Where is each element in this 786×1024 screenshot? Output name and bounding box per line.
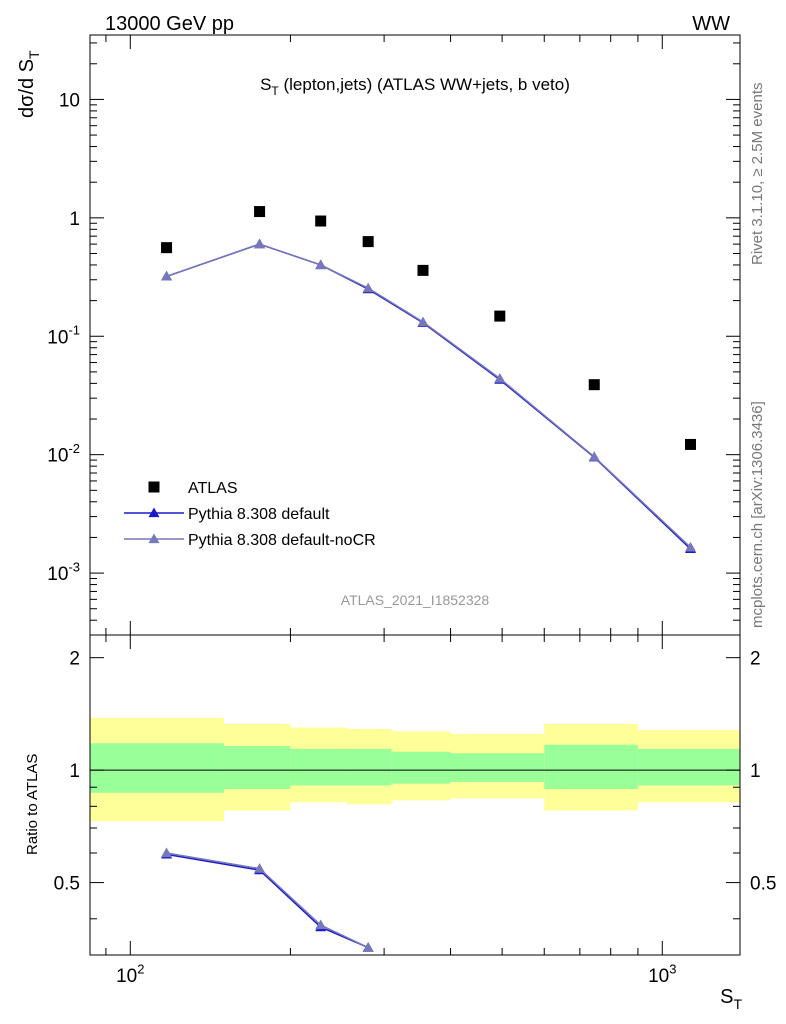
stat-uncertainty-band [544, 744, 638, 790]
ratio-point [161, 847, 173, 858]
stat-uncertainty-band [637, 748, 740, 786]
legend-label: Pythia 8.308 default-noCR [188, 532, 376, 549]
data-point [161, 270, 173, 281]
ratio-point [254, 863, 266, 873]
ratio-y-tick-label-right: 1 [750, 761, 761, 782]
data-point [254, 238, 266, 249]
data-point [161, 242, 173, 254]
x-tick-label: 103 [648, 961, 676, 987]
data-point [588, 451, 600, 461]
y-tick-label: 10-2 [47, 441, 80, 467]
y-tick-label: 10 [59, 90, 80, 111]
data-point [417, 264, 429, 276]
y-tick-label: 1 [69, 209, 80, 230]
legend-label: ATLAS [188, 480, 238, 497]
ratio-series-1 [161, 847, 374, 952]
ratio-y-axis-label: Ratio to ATLAS [24, 754, 41, 855]
ratio-y-tick-label: 0.5 [54, 874, 80, 895]
y-axis-label: dσ/d ST [16, 50, 42, 118]
ratio-plot-frame [89, 634, 741, 956]
axis-ticks: 102 103 10 1 10-1 10-2 10-3 0.5 0.5 1 1 2 2 [47, 35, 776, 987]
x-axis-label: ST [720, 986, 742, 1012]
ratio-uncertainty-bands [90, 717, 740, 822]
stat-uncertainty-band [450, 753, 545, 782]
legend-marker [148, 507, 160, 518]
legend-label: Pythia 8.308 default [188, 506, 330, 523]
stat-uncertainty-band [223, 746, 291, 790]
header-process-label: WW [692, 13, 730, 35]
ratio-y-tick-label-right: 0.5 [750, 874, 776, 895]
header-energy-label: 13000 GeV pp [105, 13, 234, 35]
data-point [315, 215, 327, 227]
data-point [684, 438, 696, 450]
data-point [684, 541, 696, 552]
legend-marker [148, 481, 160, 493]
data-point [588, 379, 600, 391]
stat-uncertainty-band [346, 748, 392, 786]
ratio-point [362, 942, 374, 952]
data-point [254, 206, 266, 218]
ratio-point [315, 919, 327, 930]
ratio-series-0 [161, 848, 374, 952]
analysis-label: ATLAS_2021_I1852328 [341, 592, 490, 608]
stat-uncertainty-band [90, 743, 224, 793]
y-tick-label: 10-1 [47, 323, 80, 349]
ratio-y-tick-label: 2 [69, 649, 80, 670]
series-line [166, 243, 692, 550]
chart-title: ST (lepton,jets) (ATLAS WW+jets, b veto) [260, 75, 570, 98]
stat-uncertainty-band [391, 751, 451, 784]
series-2 [161, 238, 696, 552]
data-point [494, 372, 506, 383]
data-point [362, 236, 374, 248]
ratio-y-tick-label-right: 2 [750, 649, 761, 670]
data-point [494, 310, 506, 322]
data-point [417, 316, 429, 327]
x-tick-label: 102 [116, 961, 144, 987]
legend-marker [148, 533, 160, 544]
ratio-y-tick-label: 1 [69, 761, 80, 782]
series-0 [161, 206, 696, 450]
data-point [362, 282, 374, 293]
ratio-line [166, 852, 369, 949]
y-tick-label: 10-3 [47, 560, 80, 586]
ratio-line [166, 853, 369, 949]
rivet-version-label: Rivet 3.1.10, ≥ 2.5M events [749, 83, 766, 266]
series-line [166, 243, 692, 548]
legend: ATLAS Pythia 8.308 default Pythia 8.308 de… [124, 480, 376, 549]
data-series [161, 206, 696, 952]
mcplots-source-label: mcplots.cern.ch [arXiv:1306.3436] [749, 401, 766, 628]
stat-uncertainty-band [290, 748, 347, 786]
data-point [315, 259, 327, 270]
